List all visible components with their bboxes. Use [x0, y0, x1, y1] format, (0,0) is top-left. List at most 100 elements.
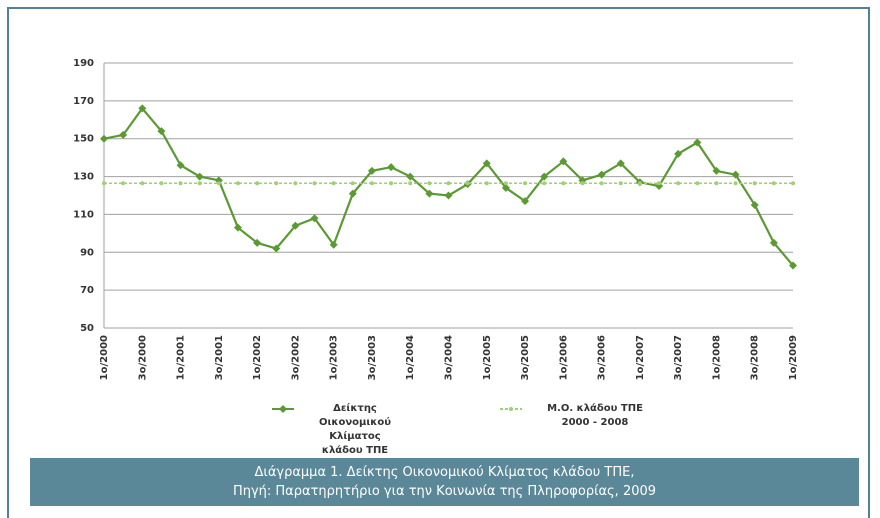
data-point [482, 159, 491, 168]
data-point [484, 181, 489, 186]
data-point [521, 197, 530, 206]
y-tick-label: 110 [73, 209, 94, 220]
data-point [216, 181, 221, 186]
y-tick-label: 190 [73, 58, 94, 69]
data-point [580, 181, 585, 186]
data-point [597, 170, 606, 179]
data-point [389, 181, 394, 186]
data-point [310, 214, 319, 223]
data-point [771, 181, 776, 186]
data-point [676, 181, 681, 186]
x-tick-label: 1ο/2003 [329, 335, 340, 380]
x-tick-label: 3ο/2007 [673, 335, 684, 380]
x-tick-label: 3ο/2008 [750, 335, 761, 380]
data-point [750, 200, 759, 209]
data-point [769, 238, 778, 247]
caption-line: Πηγή: Παρατηρητήριο για την Κοινωνία της… [232, 484, 657, 499]
data-point [195, 172, 204, 181]
x-tick-label: 3ο/2003 [367, 335, 378, 380]
data-point [674, 149, 683, 158]
data-point [503, 181, 508, 186]
data-point [331, 181, 336, 186]
data-point [176, 161, 185, 170]
data-point [253, 238, 262, 247]
x-tick-label: 1ο/2000 [99, 335, 110, 380]
data-point [731, 170, 740, 179]
data-point [559, 157, 568, 166]
data-point [789, 261, 797, 270]
data-point [102, 181, 106, 186]
data-point [367, 166, 376, 175]
data-point [427, 181, 432, 186]
data-point [540, 172, 549, 181]
y-tick-label: 50 [80, 323, 94, 334]
data-point [235, 181, 240, 186]
data-point [348, 189, 357, 198]
data-point [752, 181, 757, 186]
data-point [178, 181, 183, 186]
data-point [444, 191, 453, 200]
x-tick-label: 1ο/2008 [711, 335, 722, 380]
data-point [138, 104, 147, 113]
legend-label: Δείκτης Οικονομικού Κλίματος κλάδου ΤΠΕ [318, 403, 392, 456]
data-point [791, 181, 795, 186]
data-point [291, 221, 300, 230]
x-tick-label: 1ο/2001 [176, 335, 187, 380]
data-point [712, 166, 721, 175]
x-tick-label: 1ο/2006 [558, 335, 569, 380]
data-point [312, 181, 317, 186]
data-point [501, 183, 510, 192]
data-point [693, 138, 702, 147]
data-point [542, 181, 547, 186]
data-point [599, 181, 604, 186]
data-point [159, 181, 164, 186]
data-point [425, 189, 434, 198]
data-point [637, 181, 642, 186]
data-point [561, 181, 566, 186]
data-point [616, 159, 625, 168]
data-point [657, 181, 662, 186]
x-tick-label: 1ο/2002 [252, 335, 263, 380]
data-point [233, 223, 242, 232]
data-point [618, 181, 623, 186]
y-tick-label: 150 [73, 134, 94, 145]
y-tick-label: 90 [80, 247, 94, 258]
y-tick-label: 170 [73, 96, 94, 107]
data-point [197, 181, 202, 186]
y-tick-label: 130 [73, 172, 94, 183]
data-point [121, 181, 126, 186]
data-point [695, 181, 700, 186]
x-tick-label: 3ο/2002 [290, 335, 301, 380]
legend-label: Μ.Ο. κλάδου ΤΠΕ 2000 - 2008 [547, 403, 643, 428]
data-point [523, 181, 528, 186]
x-tick-label: 3ο/2006 [597, 335, 608, 380]
x-tick-label: 3ο/2004 [444, 335, 455, 380]
data-point [214, 176, 223, 185]
legend-marker [509, 407, 513, 411]
caption: Διάγραμμα 1. Δείκτης Οικονομικού Κλίματο… [30, 458, 859, 506]
data-point [350, 181, 355, 186]
data-point [714, 181, 719, 186]
x-tick-label: 1ο/2004 [405, 335, 416, 380]
data-point [272, 244, 281, 253]
x-tick-label: 3ο/2001 [214, 335, 225, 380]
data-point [408, 181, 413, 186]
frame [7, 7, 870, 518]
series-line [103, 106, 794, 267]
data-point [465, 181, 470, 186]
data-point [293, 181, 298, 186]
data-point [655, 182, 664, 191]
x-tick-label: 3ο/2000 [137, 335, 148, 380]
data-point [329, 240, 338, 249]
data-point [140, 181, 145, 186]
y-tick-label: 70 [80, 285, 94, 296]
data-point [406, 172, 415, 181]
data-point [255, 181, 260, 186]
x-tick-label: 1ο/2007 [635, 335, 646, 380]
data-point [157, 127, 166, 136]
x-tick-label: 1ο/2009 [788, 335, 799, 380]
x-tick-label: 3ο/2005 [520, 335, 531, 380]
data-point [369, 181, 374, 186]
